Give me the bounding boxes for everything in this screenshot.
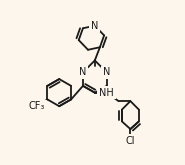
Text: N: N	[91, 21, 98, 31]
Text: N: N	[103, 67, 111, 77]
Text: Cl: Cl	[125, 136, 136, 146]
Text: Cl: Cl	[126, 136, 135, 146]
Text: NH: NH	[99, 88, 115, 98]
Text: N: N	[91, 21, 99, 31]
Text: N: N	[103, 67, 110, 77]
Text: NH: NH	[99, 88, 114, 98]
Text: N: N	[79, 67, 87, 77]
Text: CF₃: CF₃	[28, 101, 45, 111]
Text: CF₃: CF₃	[27, 101, 46, 111]
Text: N: N	[79, 67, 87, 77]
